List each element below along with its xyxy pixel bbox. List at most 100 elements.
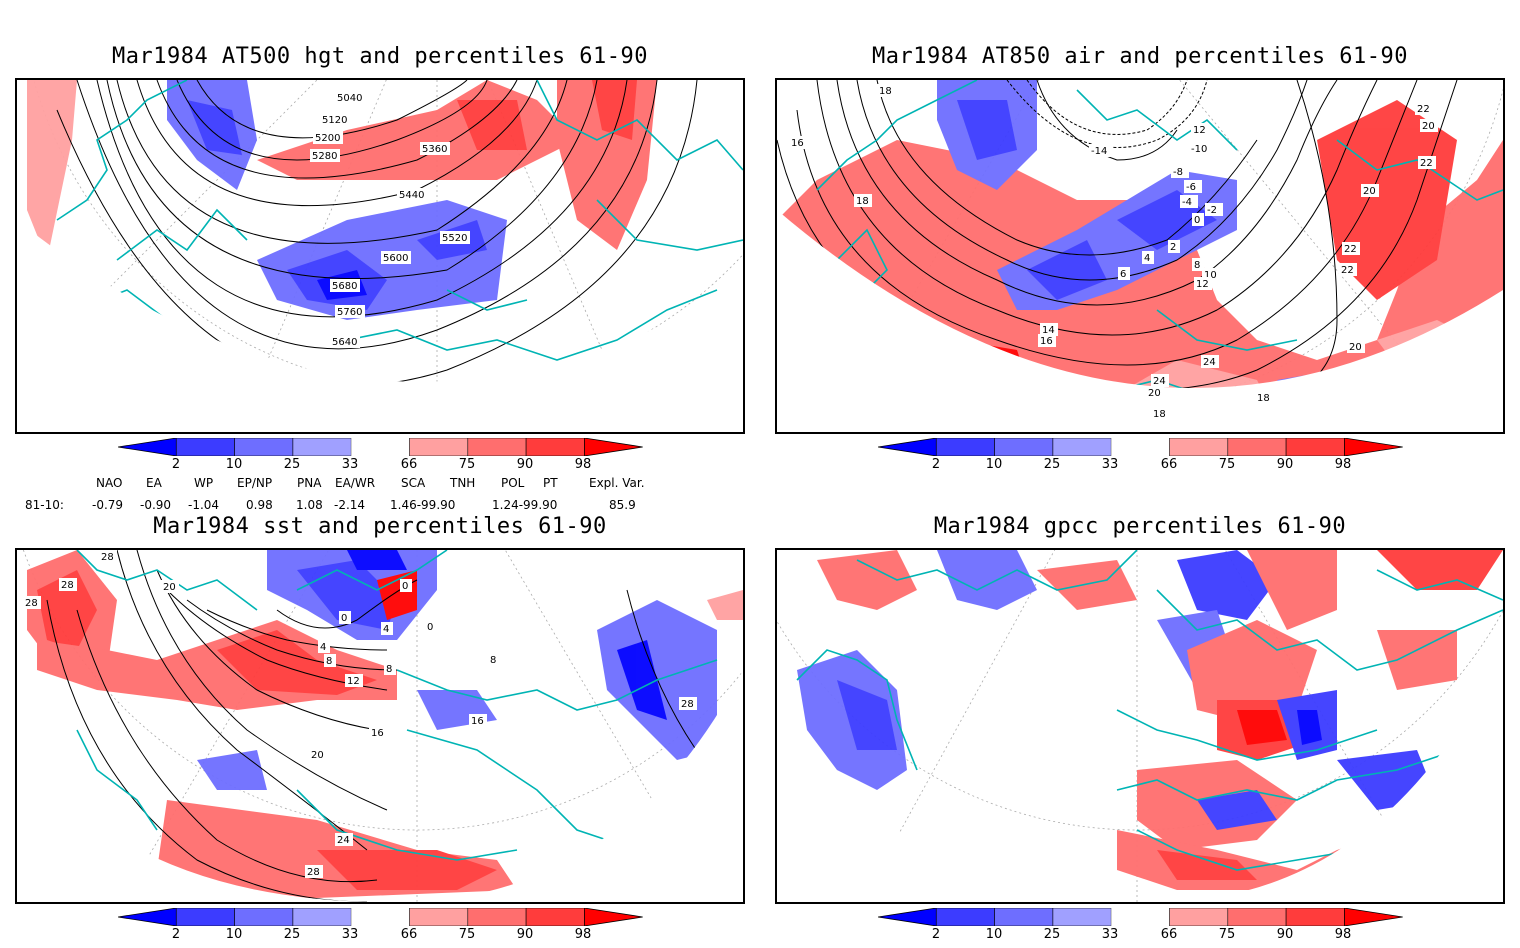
colorbar-tick: 33 <box>341 927 359 942</box>
sst-label-8c: 8 <box>490 655 496 666</box>
colorbar-top-right: 2 10 25 33 66 75 90 98 <box>878 438 1403 478</box>
colorbar-tick: 33 <box>1101 457 1119 472</box>
colorbar-swatch <box>292 908 352 926</box>
index-row-label: 81-10: <box>25 498 64 512</box>
index-header-explvar: Expl. Var. <box>589 476 645 490</box>
hgt-label-5200: 5200 <box>315 133 340 144</box>
colorbar-swatch <box>409 908 469 926</box>
colorbar-swatch <box>1227 908 1287 926</box>
colorbar-tick: 33 <box>341 457 359 472</box>
colorbar-tick: 66 <box>1160 457 1178 472</box>
colorbar-bottom-left: 2 10 25 33 66 75 90 98 <box>118 908 643 948</box>
colorbar-tick: 98 <box>1334 457 1352 472</box>
hgt-label-5280: 5280 <box>312 151 337 162</box>
hgt-label-5440: 5440 <box>399 190 424 201</box>
air-label-0: 0 <box>1194 215 1200 226</box>
map-gpcc-canvas <box>777 550 1503 902</box>
colorbar-swatch <box>1227 438 1287 456</box>
index-header-pna: PNA <box>297 476 322 490</box>
colorbar-swatch <box>351 438 410 456</box>
sst-label-28b: 28 <box>61 580 74 591</box>
air-label-m2: -2 <box>1207 205 1217 216</box>
sst-label-28c: 28 <box>25 598 38 609</box>
air-label-m6: -6 <box>1186 182 1196 193</box>
colorbar-tick: 90 <box>1276 927 1294 942</box>
colorbar-swatches <box>878 908 1403 926</box>
air-label-m10: -10 <box>1191 144 1207 155</box>
air-label-6: 6 <box>1120 269 1126 280</box>
panel-title-hgt: Mar1984 AT500 hgt and percentiles 61-90 <box>111 44 649 69</box>
air-label-24b: 22 <box>1341 265 1354 276</box>
colorbar-arrow-high <box>1343 908 1403 926</box>
index-header-epnp: EP/NP <box>237 476 273 490</box>
colorbar-bottom-right: 2 10 25 33 66 75 90 98 <box>878 908 1403 948</box>
air-label-m8: -8 <box>1173 167 1183 178</box>
index-value-explvar: 85.9 <box>609 498 636 512</box>
sst-label-8b: 8 <box>386 664 392 675</box>
hgt-label-5040: 5040 <box>337 93 362 104</box>
colorbar-swatch <box>175 908 235 926</box>
colorbar-tick: 10 <box>985 927 1003 942</box>
air-label-20d: 20 <box>1422 121 1435 132</box>
air-label-18d: 18 <box>1257 393 1270 404</box>
map-sst-canvas: 28 28 28 20 0 0 4 4 8 8 12 16 16 20 24 2… <box>17 550 743 902</box>
index-value-pol-pt: 1.24-99.90 <box>492 498 558 512</box>
colorbar-tick: 90 <box>516 927 534 942</box>
map-panel-hgt: 5040 5120 5200 5280 5360 5440 5520 5600 … <box>15 78 745 434</box>
colorbar-arrow-low <box>118 438 177 456</box>
colorbar-tick: 2 <box>931 457 941 472</box>
colorbar-tick: 25 <box>283 927 301 942</box>
air-contour-labels: 18 16 18 12 -10 -14 -8 -6 -4 -2 0 2 4 6 … <box>789 84 1438 420</box>
colorbar-tick: 66 <box>1160 927 1178 942</box>
colorbar-swatch <box>1169 438 1229 456</box>
colorbar-swatch <box>467 908 527 926</box>
air-label-2: 2 <box>1170 242 1176 253</box>
air-label-m4: -4 <box>1182 197 1192 208</box>
air-label-22b: 22 <box>1344 244 1357 255</box>
colorbar-swatch <box>467 438 527 456</box>
panel-title-air: Mar1984 AT850 air and percentiles 61-90 <box>871 44 1409 69</box>
colorbar-tick: 25 <box>1043 927 1061 942</box>
air-label-18c: 18 <box>1153 409 1166 420</box>
sst-label-28a: 28 <box>101 552 114 563</box>
colorbar-tick: 2 <box>171 927 181 942</box>
map-air-canvas: 18 16 18 12 -10 -14 -8 -6 -4 -2 0 2 4 6 … <box>777 80 1503 420</box>
sst-label-0c: 0 <box>427 622 433 633</box>
hgt-label-5680: 5680 <box>332 281 357 292</box>
index-value-ea: -0.90 <box>140 498 172 512</box>
colorbar-swatches <box>118 438 643 456</box>
air-label-18b: 18 <box>856 196 869 207</box>
sst-label-16a: 16 <box>371 728 384 739</box>
colorbar-tick: 10 <box>225 457 243 472</box>
index-header-sca: SCA <box>401 476 426 490</box>
colorbar-swatches <box>118 908 643 926</box>
sst-label-8a: 8 <box>326 656 332 667</box>
colorbar-swatch <box>935 438 995 456</box>
air-label-22c: 22 <box>1417 104 1430 115</box>
map-panel-gpcc <box>775 548 1505 904</box>
index-header-pol: POL <box>501 476 525 490</box>
sst-label-16b: 16 <box>471 716 484 727</box>
colorbar-arrow-low <box>878 908 937 926</box>
colorbar-swatch <box>994 438 1054 456</box>
colorbar-tick: 75 <box>458 457 476 472</box>
index-value-epnp: 0.98 <box>246 498 273 512</box>
air-label-22a: 24 <box>1153 376 1166 387</box>
colorbar-tick: 90 <box>1276 457 1294 472</box>
sst-label-20b: 20 <box>311 750 324 761</box>
colorbar-tick: 10 <box>985 457 1003 472</box>
air-label-10: 10 <box>1204 270 1217 281</box>
colorbar-tick: 25 <box>1043 457 1061 472</box>
index-value-eawr: -2.14 <box>334 498 366 512</box>
colorbar-tick: 2 <box>171 457 181 472</box>
air-label-8: 8 <box>1194 260 1200 271</box>
colorbar-tick: 66 <box>400 927 418 942</box>
colorbar-swatch <box>292 438 352 456</box>
sst-label-0a: 0 <box>402 581 408 592</box>
air-label-14: 14 <box>1042 325 1055 336</box>
index-headers: NAO EA WP EP/NP PNA EA/WR SCA TNH POL PT… <box>0 476 760 492</box>
index-value-nao: -0.79 <box>92 498 124 512</box>
sst-label-28e: 28 <box>681 699 694 710</box>
air-label-20c: 20 <box>1349 342 1362 353</box>
panel-title-sst: Mar1984 sst and percentiles 61-90 <box>153 514 607 539</box>
